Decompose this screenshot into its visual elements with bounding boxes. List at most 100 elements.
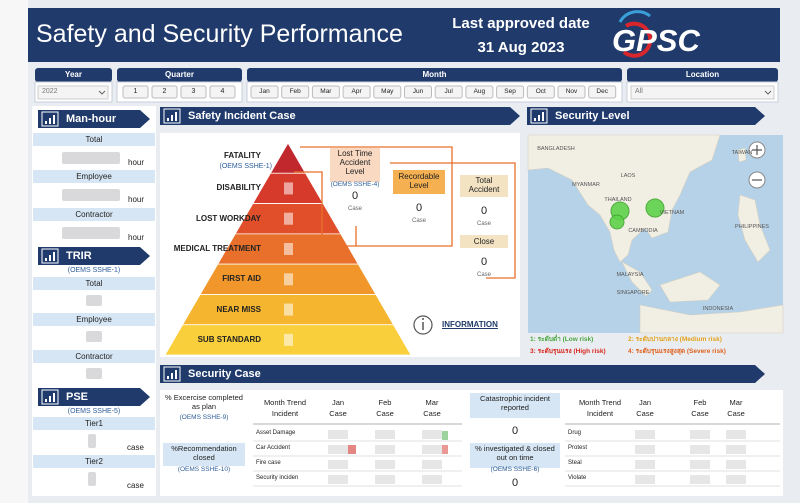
- month-option[interactable]: Dec: [596, 88, 608, 95]
- dropdown[interactable]: [630, 85, 775, 100]
- month-option[interactable]: Jul: [444, 88, 453, 95]
- quarter-button[interactable]: [180, 85, 207, 99]
- month-button[interactable]: [250, 85, 279, 99]
- blurred-value: [422, 430, 442, 439]
- location-marker[interactable]: [645, 198, 665, 218]
- month-option[interactable]: Jun: [412, 88, 424, 95]
- table-header: Case: [423, 409, 441, 418]
- month-button[interactable]: [281, 85, 310, 99]
- blurred-value: [284, 333, 293, 346]
- quarter-button[interactable]: [151, 85, 178, 99]
- table-header: Case: [329, 409, 347, 418]
- pyramid-label: NEAR MISS: [216, 304, 261, 314]
- subtitle: (OEMS SSHE-5): [67, 408, 121, 415]
- month-button[interactable]: [465, 85, 494, 99]
- connector: [300, 146, 453, 247]
- dropdown-value[interactable]: 2022: [42, 88, 58, 95]
- map-land: [659, 271, 721, 303]
- section-icon-bar: [53, 115, 55, 124]
- information-link[interactable]: INFORMATION: [442, 320, 498, 329]
- legend-item: 4: ระดับรุนแรงสูงสุด (Severe risk): [628, 348, 726, 355]
- table-row-label: Protest: [568, 445, 588, 451]
- box-value: 0: [351, 190, 359, 202]
- row-band: [33, 133, 155, 146]
- section-icon: [41, 389, 59, 405]
- month-option[interactable]: Oct: [535, 88, 546, 95]
- blurred-value: [726, 430, 746, 439]
- month-option[interactable]: Mar: [320, 88, 332, 95]
- unit: case: [127, 481, 144, 490]
- month-button[interactable]: [496, 85, 525, 99]
- month-option[interactable]: Aug: [473, 88, 486, 95]
- quarter-button[interactable]: [122, 85, 149, 99]
- map-label: THAILAND: [604, 197, 632, 203]
- pyramid-label: DISABILITY: [216, 183, 261, 193]
- blurred-value: [328, 445, 348, 454]
- table-header: Feb: [378, 398, 392, 407]
- month-button[interactable]: [588, 85, 617, 99]
- filter-header: [35, 68, 112, 82]
- location-marker[interactable]: [609, 214, 625, 230]
- section-icon-bar: [167, 376, 169, 379]
- left-strip: [0, 0, 28, 503]
- filter-header: [117, 68, 242, 82]
- quarter-option[interactable]: 3: [191, 88, 196, 95]
- section-icon-bar: [534, 118, 536, 121]
- section-banner: [160, 107, 520, 125]
- table-row-label: Violate: [568, 475, 587, 481]
- logo: GPSC: [612, 23, 700, 58]
- month-option[interactable]: May: [381, 88, 394, 95]
- section-icon-bar: [53, 393, 55, 402]
- month-option[interactable]: Nov: [565, 88, 578, 95]
- month-button[interactable]: [311, 85, 340, 99]
- table-header: Month Trend: [263, 398, 307, 407]
- section-icon-bar: [542, 112, 544, 121]
- subtitle: (OEMS SSHE-10): [177, 466, 231, 473]
- month-option[interactable]: Feb: [289, 88, 301, 95]
- header-bar: [28, 8, 780, 62]
- month-button[interactable]: [557, 85, 586, 99]
- pyramid-label: FATALITY: [223, 151, 261, 160]
- blurred-value: [375, 445, 395, 454]
- unit: Case: [476, 221, 491, 227]
- section-icon: [41, 248, 59, 264]
- dropdown-caret: [764, 90, 772, 95]
- row-label: Contractor: [75, 352, 113, 361]
- highlight-cell: [442, 445, 448, 454]
- section-banner: [38, 388, 150, 406]
- dropdown[interactable]: [37, 85, 109, 100]
- month-option[interactable]: Jan: [259, 88, 270, 95]
- row-label: Tier2: [85, 457, 103, 466]
- map-label: VIETNAM: [659, 210, 685, 216]
- blurred-value: [284, 212, 293, 225]
- map-label: MYANMAR: [572, 182, 600, 188]
- month-button[interactable]: [404, 85, 432, 99]
- subtitle: (OEMS SSHE-1): [219, 163, 272, 170]
- quarter-button[interactable]: [209, 85, 236, 99]
- section-icon-bar: [538, 115, 540, 121]
- dropdown-value[interactable]: All: [635, 88, 643, 95]
- highlight-cell: [348, 445, 356, 454]
- month-button[interactable]: [342, 85, 371, 99]
- box-value: 0: [415, 202, 423, 214]
- month-button[interactable]: [373, 85, 402, 99]
- map-label: PHILIPPINES: [735, 224, 769, 230]
- month-button[interactable]: [526, 85, 555, 99]
- quarter-option[interactable]: 1: [133, 88, 138, 95]
- section-icon-bar: [175, 112, 177, 121]
- row-label: Total: [85, 135, 103, 144]
- quarter-option[interactable]: 2: [162, 88, 167, 95]
- table-header: Jan: [638, 398, 652, 407]
- row-label: Contractor: [75, 210, 113, 219]
- month-button[interactable]: [434, 85, 463, 99]
- quarter-option[interactable]: 4: [220, 88, 225, 95]
- unit: hour: [128, 158, 145, 167]
- month-option[interactable]: Apr: [351, 88, 362, 95]
- month-option[interactable]: Sep: [504, 88, 516, 95]
- logo-swoosh: [618, 10, 651, 23]
- card-label: %Recommendation closed: [171, 444, 237, 462]
- blurred-value: [284, 273, 293, 286]
- section-icon: [41, 111, 59, 127]
- blurred-value: [328, 475, 348, 484]
- blurred-value: [726, 475, 746, 484]
